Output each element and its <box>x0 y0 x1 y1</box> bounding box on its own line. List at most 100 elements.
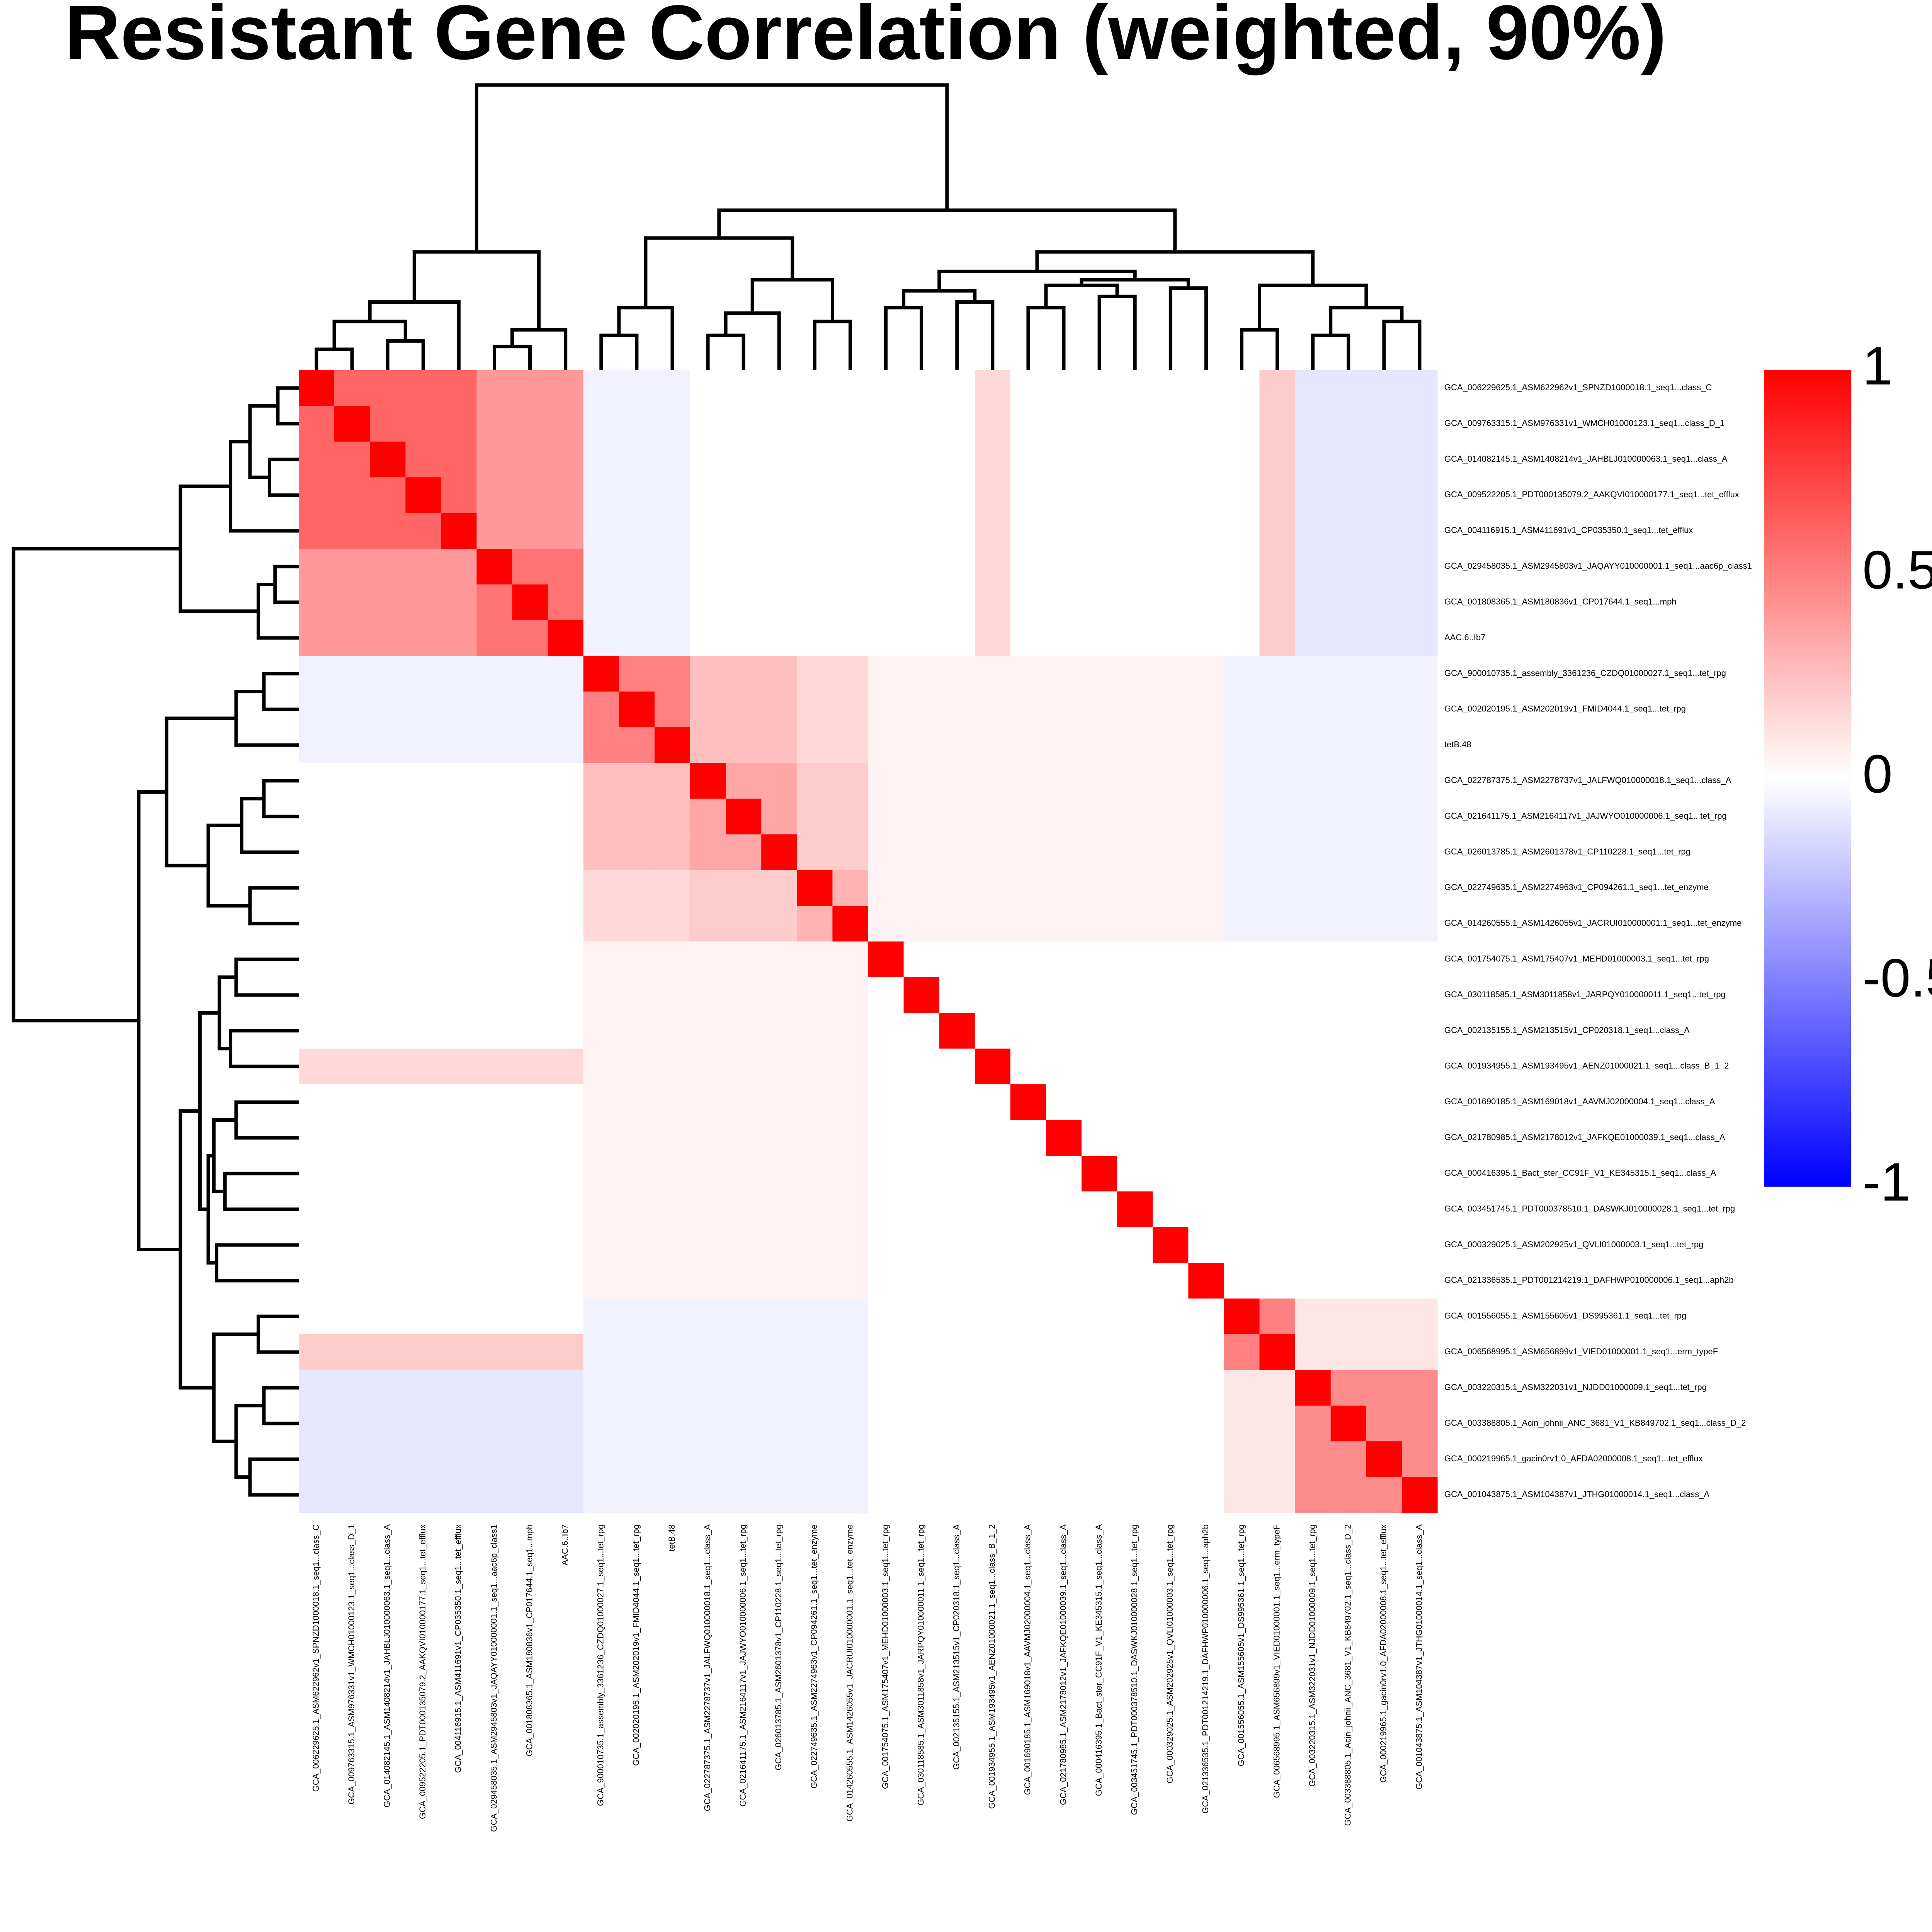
colorbar-step <box>1764 488 1851 493</box>
heatmap-cell <box>476 656 513 692</box>
heatmap-cell <box>548 370 584 406</box>
heatmap-cell <box>1224 441 1260 478</box>
heatmap-cell <box>975 691 1011 728</box>
colorbar-step <box>1764 1145 1851 1150</box>
heatmap-cell <box>1330 834 1367 871</box>
colorbar-step <box>1764 701 1851 705</box>
heatmap-cell <box>476 441 513 478</box>
heatmap-cell <box>619 1084 655 1121</box>
heatmap-cell <box>975 370 1011 406</box>
colorbar-step <box>1764 880 1851 885</box>
heatmap-cell <box>583 906 619 942</box>
heatmap-cell <box>405 1334 441 1370</box>
colorbar-step <box>1764 762 1851 767</box>
heatmap-cell <box>1401 656 1438 692</box>
heatmap-cell <box>1259 941 1296 978</box>
heatmap-cell <box>654 1084 690 1121</box>
heatmap-cell <box>405 620 441 656</box>
heatmap-cell <box>583 691 619 728</box>
heatmap-cell <box>1295 834 1331 871</box>
heatmap-cell <box>1295 656 1331 692</box>
chart-title: Resistant Gene Correlation (weighted, 90… <box>65 0 1666 76</box>
row-label: GCA_000416395.1_Bact_ster_CC91F_V1_KE345… <box>1444 1168 1716 1178</box>
heatmap-cell <box>476 1013 513 1049</box>
colorbar-step <box>1764 594 1851 599</box>
heatmap-cell <box>1082 1334 1117 1370</box>
heatmap-cell <box>726 1405 762 1442</box>
heatmap-cell <box>903 1405 940 1442</box>
heatmap-cell <box>1153 798 1189 835</box>
heatmap-cell <box>1153 941 1189 978</box>
colorbar-tick-label: -0.5 <box>1862 947 1932 1008</box>
heatmap-cell <box>975 906 1011 942</box>
colorbar-tick-label: 1 <box>1862 335 1893 396</box>
heatmap-cell <box>939 1370 975 1406</box>
colorbar-step <box>1764 427 1851 432</box>
colorbar-step <box>1764 908 1851 913</box>
heatmap-cell <box>583 1155 619 1192</box>
heatmap-cell <box>1330 977 1367 1013</box>
heatmap-cell <box>441 441 477 478</box>
heatmap-cell <box>690 1048 726 1085</box>
dendrogram-branch <box>165 716 236 867</box>
heatmap-cell <box>868 656 904 692</box>
heatmap-cell <box>299 1405 335 1442</box>
heatmap-cell <box>334 977 370 1013</box>
heatmap-cell <box>512 977 548 1013</box>
heatmap-cell <box>939 549 975 585</box>
heatmap-cell <box>1046 406 1082 442</box>
column-label: GCA_003220315.1_ASM322031v1_NJDD01000009… <box>1307 1524 1317 1787</box>
heatmap-cell <box>1401 549 1438 585</box>
heatmap-cell <box>903 1084 940 1121</box>
row-label: AAC.6..Ib7 <box>1444 633 1485 642</box>
heatmap-cell <box>1153 1477 1189 1513</box>
heatmap-cell <box>1330 1298 1367 1335</box>
heatmap-cell <box>868 1013 904 1049</box>
heatmap-cell <box>299 513 335 549</box>
heatmap-cell <box>1366 1477 1402 1513</box>
colorbar-step <box>1764 957 1851 963</box>
heatmap-cell <box>1366 727 1402 764</box>
heatmap-cell <box>1259 906 1296 942</box>
colorbar-step <box>1764 970 1851 975</box>
heatmap-cell <box>761 370 797 406</box>
dendrogram-branch <box>1240 328 1279 363</box>
heatmap-cell <box>405 1048 441 1085</box>
heatmap-cell <box>939 1155 975 1192</box>
heatmap-cell <box>868 727 904 764</box>
heatmap-cell <box>1046 1013 1082 1049</box>
dendrogram-branch <box>248 886 292 925</box>
heatmap-cell <box>1082 1191 1117 1228</box>
heatmap-cell <box>726 763 762 799</box>
heatmap-cell <box>975 549 1011 585</box>
heatmap-cell <box>548 763 584 799</box>
heatmap-cell <box>619 584 655 621</box>
colorbar-step <box>1764 460 1851 464</box>
heatmap-cell <box>797 1298 833 1335</box>
heatmap-cell <box>1082 1227 1117 1263</box>
heatmap-cell <box>726 656 762 692</box>
heatmap-cell <box>1010 406 1046 442</box>
heatmap-cell <box>334 727 370 764</box>
heatmap-cell <box>797 1155 833 1192</box>
heatmap-cell <box>1082 798 1117 835</box>
heatmap-cell <box>476 1227 513 1263</box>
colorbar-step <box>1764 492 1851 497</box>
heatmap-cell <box>690 1334 726 1370</box>
heatmap-cell <box>1082 977 1117 1013</box>
dendrogram-branch <box>750 278 834 321</box>
heatmap-cell <box>299 370 335 406</box>
heatmap-cell <box>370 977 406 1013</box>
heatmap-cell <box>1188 620 1225 656</box>
heatmap-cell <box>939 1120 975 1156</box>
dendrogram-branch <box>257 1315 292 1354</box>
heatmap-cell <box>690 763 726 799</box>
colorbar-step <box>1764 1149 1851 1154</box>
colorbar-step <box>1764 513 1851 518</box>
heatmap-cell <box>1401 1334 1438 1370</box>
heatmap-cell <box>797 834 833 871</box>
heatmap-cell <box>797 477 833 514</box>
heatmap-cell <box>1224 763 1260 799</box>
heatmap-cell <box>975 1441 1011 1478</box>
heatmap-cell <box>1117 1227 1153 1263</box>
